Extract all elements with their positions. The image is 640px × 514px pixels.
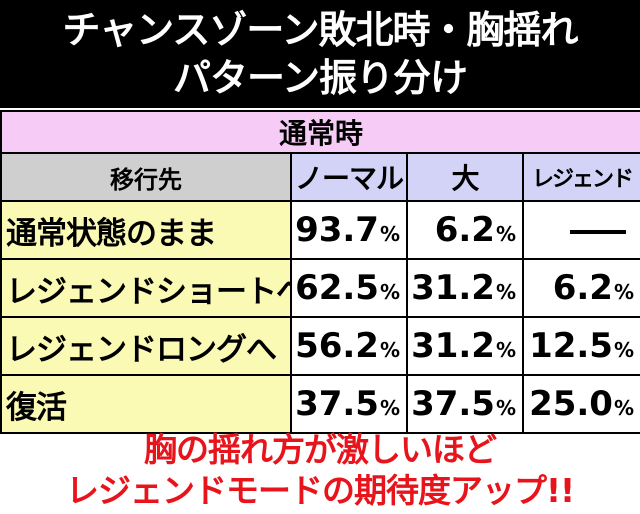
row-label: レジェンドロングへ	[0, 316, 292, 376]
value-cell: 56.2%	[290, 316, 408, 376]
percent-sign: %	[495, 222, 516, 246]
title-line-1: チャンスゾーン敗北時・胸揺れ	[62, 8, 579, 52]
value-cell: 31.2%	[406, 316, 524, 376]
percent-sign: %	[379, 338, 400, 362]
value-number: 25.0	[529, 384, 613, 424]
value-cell: 62.5%	[290, 258, 408, 318]
column-header-normal: ノーマル	[290, 152, 408, 202]
footer-note: 胸の揺れ方が激しいほど レジェンドモードの期待度アップ!!	[0, 426, 640, 514]
value-cell-empty	[521, 200, 640, 260]
row-label: 復活	[0, 374, 292, 434]
row-header-label: 移行先	[0, 152, 292, 202]
value-number: 12.5	[529, 326, 613, 366]
value-number: 37.5	[411, 384, 495, 424]
value-number: 31.2	[411, 326, 495, 366]
value-number: 62.5	[295, 268, 379, 308]
mode-label: 通常時	[0, 110, 640, 154]
percent-sign: %	[379, 222, 400, 246]
value-number: 31.2	[411, 268, 495, 308]
column-header-legend: レジェンド	[521, 152, 640, 202]
percent-sign: %	[613, 280, 635, 304]
percent-sign: %	[379, 396, 400, 420]
table-row: 通常状態のまま 93.7% 6.2%	[0, 200, 640, 260]
value-cell: 25.0%	[521, 374, 640, 434]
table-row: レジェンドショートへ 62.5% 31.2% 6.2%	[0, 258, 640, 318]
footer-line-2: レジェンドモードの期待度アップ!!	[65, 471, 575, 510]
value-number: 6.2	[434, 210, 495, 250]
title-line-2: パターン振り分け	[172, 56, 468, 100]
table-row: 復活 37.5% 37.5% 25.0%	[0, 374, 640, 434]
percent-sign: %	[495, 396, 516, 420]
row-label: 通常状態のまま	[0, 200, 292, 260]
title-banner: チャンスゾーン敗北時・胸揺れ パターン振り分け	[0, 0, 640, 108]
value-number: 6.2	[552, 268, 613, 308]
value-cell: 31.2%	[406, 258, 524, 318]
column-header-row: 移行先 ノーマル 大 レジェンド	[0, 152, 640, 202]
value-cell: 37.5%	[406, 374, 524, 434]
value-cell: 12.5%	[521, 316, 640, 376]
column-header-large: 大	[406, 152, 524, 202]
mode-header-row: 通常時	[0, 110, 640, 154]
table-row: レジェンドロングへ 56.2% 31.2% 12.5%	[0, 316, 640, 376]
percent-sign: %	[379, 280, 400, 304]
value-cell: 37.5%	[290, 374, 408, 434]
value-cell: 6.2%	[521, 258, 640, 318]
value-number: 37.5	[295, 384, 379, 424]
footer-line-1: 胸の揺れ方が激しいほど	[144, 430, 497, 469]
percent-sign: %	[495, 280, 516, 304]
value-cell: 93.7%	[290, 200, 408, 260]
value-number: 93.7	[295, 210, 379, 250]
empty-dash	[570, 229, 627, 234]
percent-sign: %	[613, 396, 635, 420]
percent-sign: %	[613, 338, 635, 362]
row-label: レジェンドショートへ	[0, 258, 292, 318]
value-number: 56.2	[295, 326, 379, 366]
distribution-table: 通常時 移行先 ノーマル 大 レジェンド 通常状態のまま 93.7% 6.2% …	[0, 110, 640, 434]
value-cell: 6.2%	[406, 200, 524, 260]
percent-sign: %	[495, 338, 516, 362]
